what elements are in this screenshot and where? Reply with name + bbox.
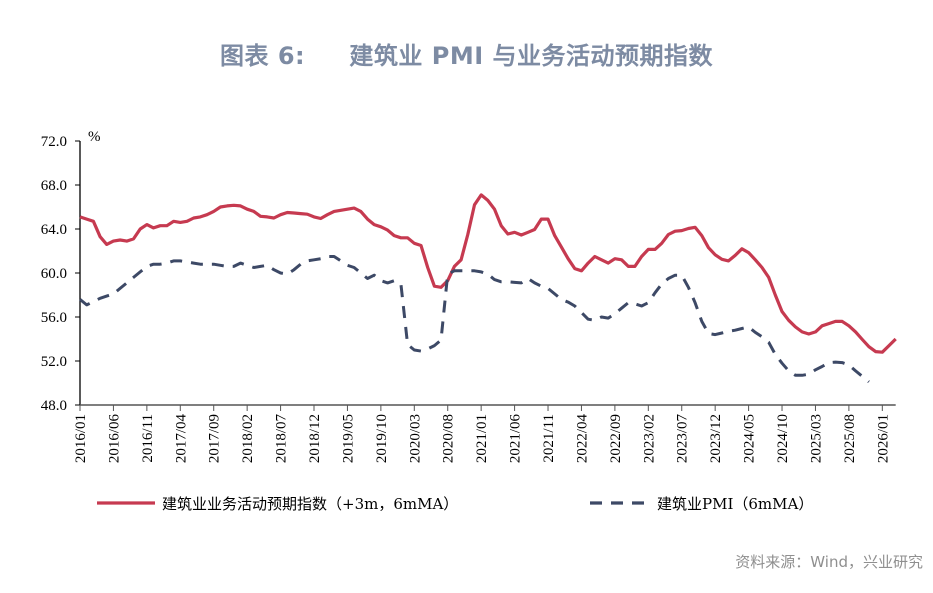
x-tick-label: 2024/05 — [742, 414, 758, 463]
legend-label: 建筑业业务活动预期指数（+3m，6mMA） — [162, 495, 458, 513]
x-tick-label: 2017/04 — [173, 414, 189, 464]
x-tick-label: 2022/09 — [608, 414, 624, 463]
x-tick-label: 2018/12 — [307, 414, 323, 463]
y-tick-label: 48.0 — [41, 398, 67, 414]
x-tick-label: 2022/04 — [574, 414, 590, 464]
x-tick-label: 2018/07 — [274, 414, 290, 464]
x-tick-label: 2023/12 — [708, 414, 724, 463]
chart-title: 图表 6: 建筑业 PMI 与业务活动预期指数 — [219, 42, 714, 70]
y-tick-label: 56.0 — [41, 310, 67, 326]
x-tick-label: 2025/08 — [842, 414, 858, 463]
series-line-pmi — [79, 255, 870, 384]
x-tick-label: 2021/11 — [541, 414, 557, 463]
x-tick-label: 2025/03 — [808, 414, 824, 463]
x-tick-label: 2024/10 — [775, 414, 791, 463]
y-tick-label: 68.0 — [41, 178, 67, 194]
series-line-expectation-index — [79, 193, 897, 354]
y-tick-label: 64.0 — [41, 222, 67, 238]
y-tick-label: 52.0 — [41, 354, 67, 370]
x-tick-label: 2020/03 — [407, 414, 423, 463]
x-tick-label: 2017/09 — [207, 414, 223, 463]
source-note: 资料来源：Wind，兴业研究 — [735, 553, 923, 571]
x-tick-label: 2026/01 — [875, 414, 891, 463]
x-tick-label: 2018/02 — [240, 414, 256, 463]
x-tick-label: 2019/05 — [340, 414, 356, 463]
legend-label: 建筑业PMI（6mMA） — [657, 495, 813, 513]
x-tick-label: 2019/10 — [374, 414, 390, 463]
x-tick-label: 2021/06 — [508, 414, 524, 464]
x-tick-label: 2020/08 — [441, 414, 457, 463]
x-tick-label: 2023/02 — [641, 414, 657, 463]
x-tick-label: 2016/06 — [106, 414, 122, 464]
x-tick-label: 2023/07 — [675, 414, 691, 464]
y-unit-label: % — [88, 129, 101, 145]
x-tick-label: 2016/01 — [73, 414, 89, 463]
x-tick-label: 2021/01 — [474, 414, 490, 463]
y-tick-label: 60.0 — [41, 266, 67, 282]
y-tick-label: 72.0 — [41, 134, 67, 150]
x-tick-label: 2016/11 — [140, 414, 156, 463]
